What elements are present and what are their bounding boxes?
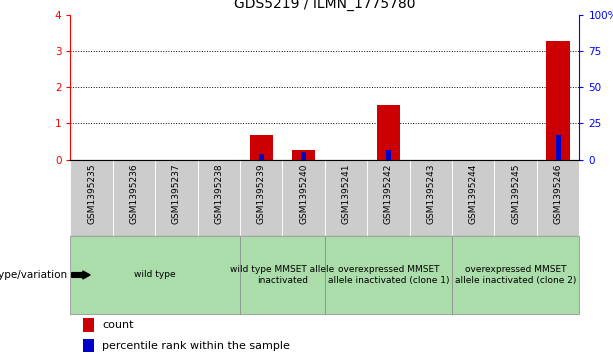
Bar [452,236,579,314]
Bar [325,160,367,236]
Bar [495,160,537,236]
Bar [377,105,400,160]
Bar [83,318,94,331]
Text: GSM1395245: GSM1395245 [511,163,520,224]
Text: wild type MMSET allele
inactivated: wild type MMSET allele inactivated [230,265,335,285]
Bar [70,236,240,314]
Text: count: count [102,320,134,330]
Bar [386,150,391,160]
Bar [409,160,452,236]
Text: GSM1395240: GSM1395240 [299,163,308,224]
Bar [292,150,315,160]
Text: GSM1395243: GSM1395243 [427,163,435,224]
Bar [537,160,579,236]
Text: GSM1395235: GSM1395235 [87,163,96,224]
Bar [546,41,569,160]
Text: genotype/variation: genotype/variation [0,270,67,280]
Text: wild type: wild type [134,270,176,280]
Text: GSM1395246: GSM1395246 [554,163,563,224]
Bar [452,160,495,236]
Bar [555,135,561,160]
Bar [83,339,94,352]
Bar [113,160,155,236]
Bar [367,160,409,236]
Text: GSM1395237: GSM1395237 [172,163,181,224]
Bar [197,160,240,236]
Bar [249,135,273,160]
Text: GSM1395238: GSM1395238 [215,163,223,224]
Text: GSM1395239: GSM1395239 [257,163,266,224]
Text: GSM1395244: GSM1395244 [469,163,478,224]
Text: percentile rank within the sample: percentile rank within the sample [102,341,290,351]
Bar [301,152,306,160]
Text: GSM1395242: GSM1395242 [384,163,393,224]
Bar [259,154,264,160]
Text: GSM1395241: GSM1395241 [341,163,351,224]
Bar [283,160,325,236]
Bar [70,160,113,236]
Text: overexpressed MMSET
allele inactivated (clone 1): overexpressed MMSET allele inactivated (… [328,265,449,285]
Bar [240,160,283,236]
Bar [325,236,452,314]
Text: overexpressed MMSET
allele inactivated (clone 2): overexpressed MMSET allele inactivated (… [455,265,576,285]
Bar [240,236,325,314]
Title: GDS5219 / ILMN_1775780: GDS5219 / ILMN_1775780 [234,0,416,11]
Text: GSM1395236: GSM1395236 [129,163,139,224]
Bar [155,160,197,236]
